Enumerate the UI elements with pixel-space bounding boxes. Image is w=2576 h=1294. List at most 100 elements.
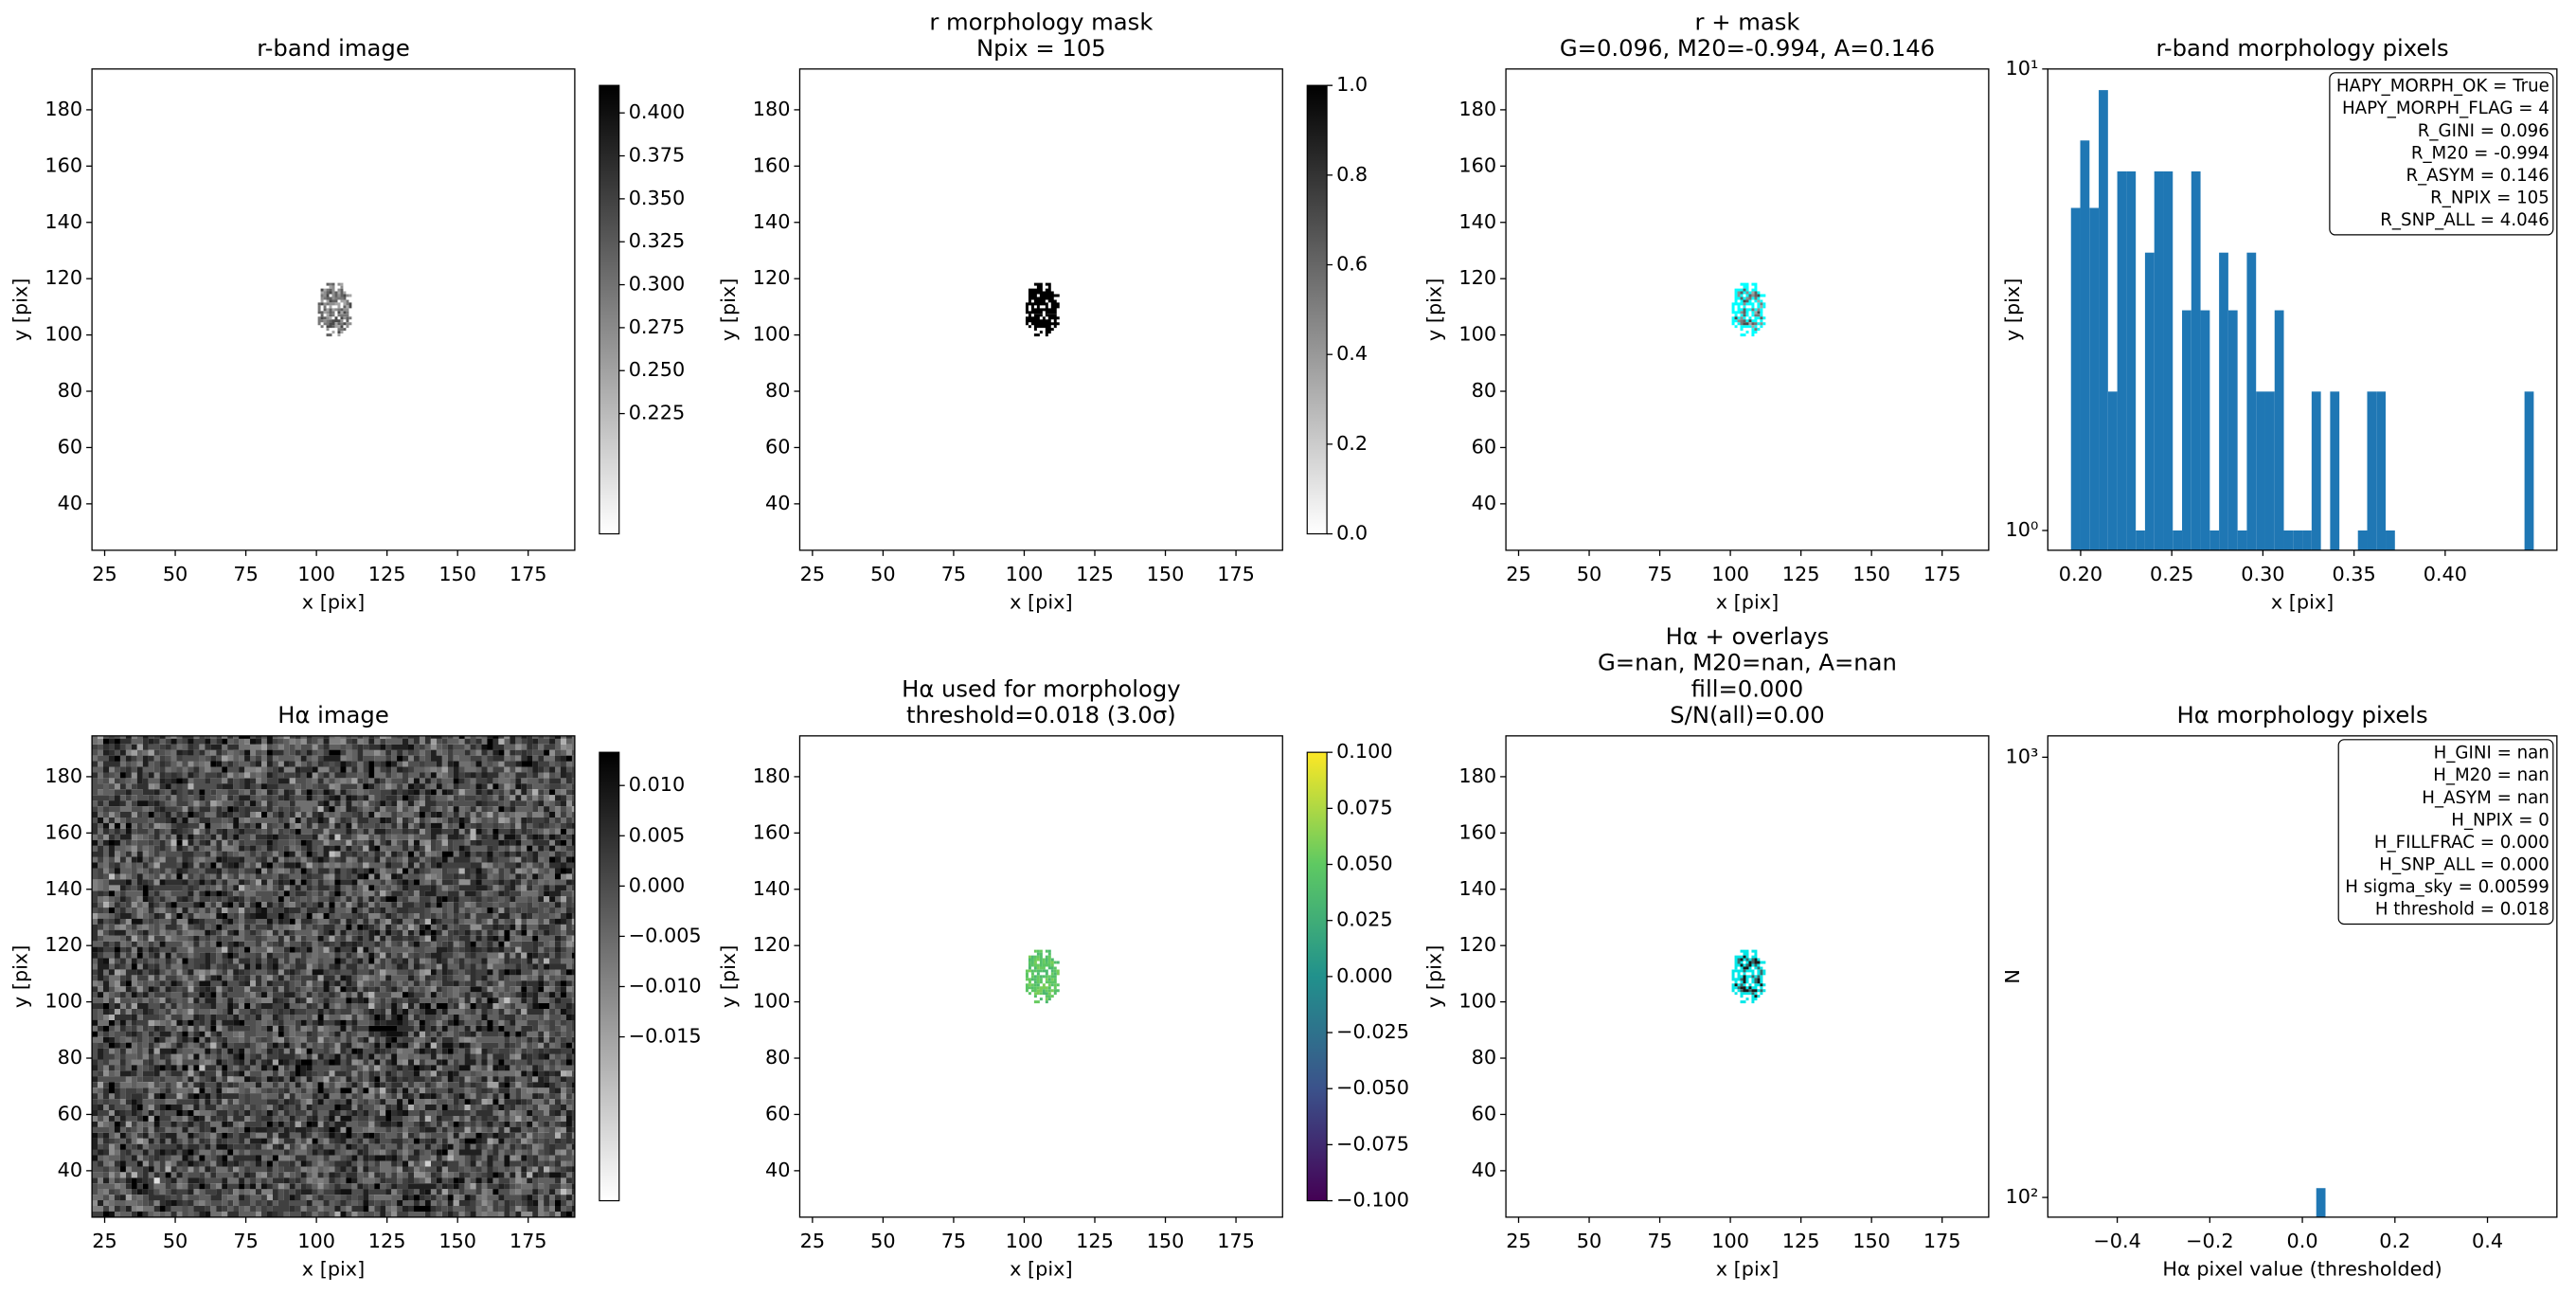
y-tick-label: 60 — [58, 1102, 82, 1124]
y-axis-label: y [pix] — [9, 945, 32, 1008]
histogram-bar — [2246, 252, 2257, 550]
y-tick-label: 60 — [58, 435, 82, 458]
y-tick-label: 60 — [1472, 435, 1496, 458]
image-pixels — [92, 735, 575, 1217]
y-tick-label: 100 — [45, 990, 82, 1013]
y-axis-label: y [pix] — [1423, 279, 1446, 341]
image-pixels — [320, 282, 352, 337]
annotation-frame — [2337, 739, 2554, 926]
x-tick-label: 0.30 — [2241, 563, 2284, 585]
histogram-bar — [2227, 310, 2238, 550]
image-pixels — [1731, 949, 1766, 1004]
y-tick-label: 10² — [2005, 1185, 2038, 1208]
x-tick-label: 150 — [1852, 563, 1890, 585]
image-pixels — [1748, 291, 1763, 329]
colorbar-tick-label: 0.050 — [1336, 853, 1393, 875]
x-tick-label: 0.40 — [2424, 563, 2467, 585]
y-tick-label: 80 — [765, 1046, 790, 1069]
y-tick-label: 180 — [45, 98, 82, 120]
colorbar-tick-label: −0.100 — [1336, 1189, 1409, 1212]
image-pixels — [92, 735, 575, 1217]
x-tick-label: 175 — [1217, 1230, 1255, 1252]
plot-area — [2070, 90, 2534, 550]
y-tick-label: 180 — [1458, 764, 1496, 787]
x-axis-label: x [pix] — [1716, 1257, 1779, 1280]
x-tick-label: 50 — [163, 563, 188, 585]
histogram-bar — [2099, 90, 2108, 550]
x-tick-label: 150 — [1147, 563, 1185, 585]
x-tick-label: 175 — [510, 563, 547, 585]
histogram-bar — [2524, 391, 2534, 550]
x-axis-label: x [pix] — [302, 590, 365, 613]
x-tick-label: 0.4 — [2472, 1230, 2503, 1252]
image-pixels — [92, 735, 575, 1217]
y-tick-label: 120 — [1458, 933, 1496, 956]
colorbar-tick-label: 0.025 — [1336, 908, 1393, 931]
axes-frame — [1505, 68, 1990, 551]
plot-area — [1025, 949, 1060, 1004]
panel-title: threshold=0.018 (3.0σ) — [906, 701, 1176, 728]
histogram-bar — [2136, 530, 2145, 550]
colorbar-tick-label: 0.000 — [1336, 964, 1393, 987]
panel-title: G=nan, M20=nan, A=nan — [1598, 649, 1897, 676]
x-tick-label: 75 — [941, 1230, 966, 1252]
annotation-line: HAPY_MORPH_FLAG = 4 — [2342, 99, 2549, 118]
colorbar — [1306, 751, 1328, 1202]
panel-title: Hα + overlays — [1666, 622, 1830, 650]
panel-title: r morphology mask — [929, 8, 1153, 35]
y-tick-label: 100 — [753, 990, 791, 1013]
y-axis-label: y [pix] — [717, 945, 740, 1008]
x-tick-label: 125 — [1782, 1230, 1820, 1252]
x-tick-label: 175 — [1217, 563, 1255, 585]
colorbar-tick-label: 0.4 — [1336, 342, 1368, 365]
colorbar-tick-label: 0.100 — [1336, 740, 1393, 763]
histogram-bar — [2283, 530, 2294, 550]
y-tick-label: 140 — [1458, 210, 1496, 233]
histogram-bar — [2367, 391, 2377, 550]
colorbar-tick-label: 0.300 — [629, 273, 686, 296]
x-tick-label: 75 — [233, 563, 258, 585]
histogram-bar — [2386, 530, 2395, 550]
x-tick-label: 50 — [1577, 563, 1601, 585]
image-pixels — [1025, 949, 1060, 998]
y-axis-label: N — [2001, 969, 2024, 984]
y-tick-label: 120 — [753, 266, 791, 289]
image-pixels — [317, 282, 352, 332]
histogram-bar — [2089, 207, 2100, 550]
colorbar-tick-label: 1.0 — [1336, 73, 1368, 96]
axes-frame — [798, 735, 1283, 1218]
annotation-line: R_SNP_ALL = 4.046 — [2380, 210, 2549, 230]
x-tick-label: 75 — [233, 1230, 258, 1252]
colorbar-tick-label: 0.350 — [629, 187, 686, 209]
x-tick-label: 100 — [297, 563, 335, 585]
histogram-bar — [2163, 171, 2174, 550]
y-tick-label: 180 — [753, 764, 791, 787]
annotation-line: R_M20 = -0.994 — [2411, 143, 2549, 163]
colorbar-tick-label: 0.275 — [629, 315, 686, 338]
histogram-bar — [2376, 391, 2387, 550]
colorbar-tick-label: 0.375 — [629, 144, 686, 167]
histogram-bar — [2200, 310, 2210, 550]
histogram-bar — [2237, 530, 2247, 550]
x-tick-label: −0.4 — [2093, 1230, 2141, 1252]
x-tick-label: 25 — [1506, 563, 1530, 585]
x-tick-label: 100 — [1711, 1230, 1749, 1252]
colorbar-tick-label: −0.050 — [1336, 1076, 1409, 1099]
image-pixels — [153, 1177, 160, 1184]
image-pixels — [1025, 282, 1060, 337]
y-axis-label: y [pix] — [9, 279, 32, 341]
panel-title: fill=0.000 — [1691, 674, 1804, 702]
histogram-bar — [2311, 391, 2321, 550]
image-pixels — [1028, 955, 1060, 1001]
panel-title: Hα used for morphology — [902, 674, 1181, 702]
annotation-line: HAPY_MORPH_OK = True — [2336, 77, 2549, 97]
x-tick-label: 50 — [163, 1230, 188, 1252]
annotation-line: H threshold = 0.018 — [2375, 900, 2549, 920]
y-tick-label: 120 — [45, 933, 82, 956]
x-axis-label: x [pix] — [1010, 1257, 1072, 1280]
colorbar-tick-label: 0.010 — [629, 773, 686, 796]
x-tick-label: 175 — [1923, 1230, 1961, 1252]
annotation-line: H_M20 = nan — [2433, 765, 2549, 785]
